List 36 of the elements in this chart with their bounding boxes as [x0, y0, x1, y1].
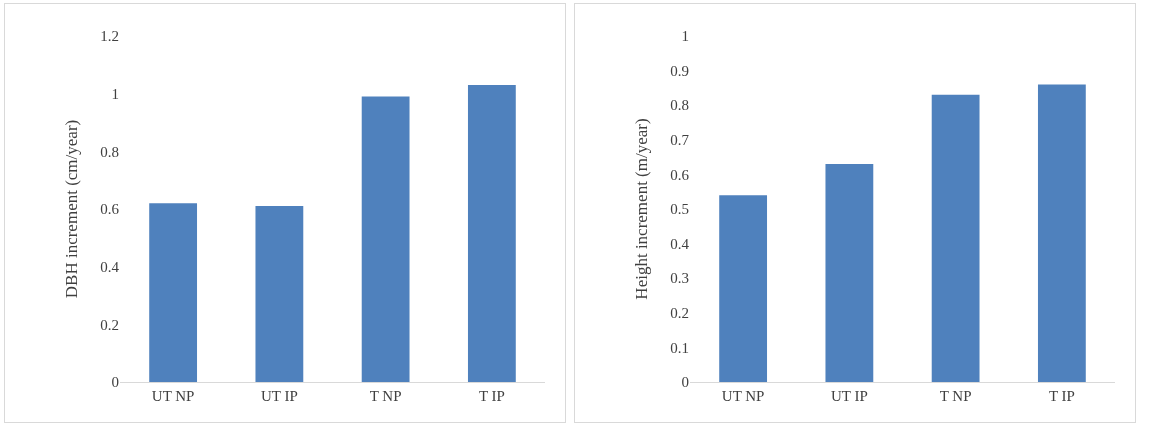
y-tick-label: 1	[681, 28, 689, 45]
bar	[825, 164, 874, 382]
y-tick-label: 0.1	[670, 339, 689, 356]
x-tick-label: UT IP	[260, 388, 298, 404]
y-tick-label: 1	[111, 85, 119, 102]
y-tick-label: 1.2	[100, 28, 119, 45]
bar	[361, 96, 410, 382]
x-tick-label: UT IP	[830, 388, 868, 404]
x-tick-label: T IP	[1048, 388, 1075, 404]
x-tick-label: UT NP	[151, 388, 195, 404]
y-axis-title: DBH increment (cm/year)	[61, 119, 81, 299]
y-tick-label: 0.2	[100, 316, 119, 333]
y-tick-label: 0.4	[100, 258, 120, 275]
x-tick-label: T NP	[939, 388, 972, 404]
y-tick-label: 0.2	[670, 305, 689, 322]
bar	[719, 195, 768, 382]
bar	[255, 206, 304, 382]
y-tick-label: 0.5	[670, 201, 689, 218]
bar	[931, 94, 980, 382]
bar	[1037, 84, 1086, 382]
y-tick-label: 0	[111, 374, 119, 391]
y-tick-label: 0.4	[670, 235, 690, 252]
y-tick-label: 0.3	[670, 270, 689, 287]
y-tick-label: 0.7	[670, 132, 690, 149]
y-tick-label: 0.6	[670, 166, 690, 183]
x-tick-label: UT NP	[721, 388, 765, 404]
x-tick-label: T NP	[369, 388, 402, 404]
y-tick-label: 0	[681, 374, 689, 391]
y-tick-label: 0.8	[100, 143, 119, 160]
x-tick-label: T IP	[478, 388, 505, 404]
y-tick-label: 0.9	[670, 62, 689, 79]
bar	[467, 85, 516, 382]
y-tick-label: 0.6	[100, 201, 120, 218]
bar	[149, 203, 198, 382]
y-tick-label: 0.8	[670, 97, 689, 114]
y-axis-title: Height increment (m/year)	[631, 118, 651, 300]
